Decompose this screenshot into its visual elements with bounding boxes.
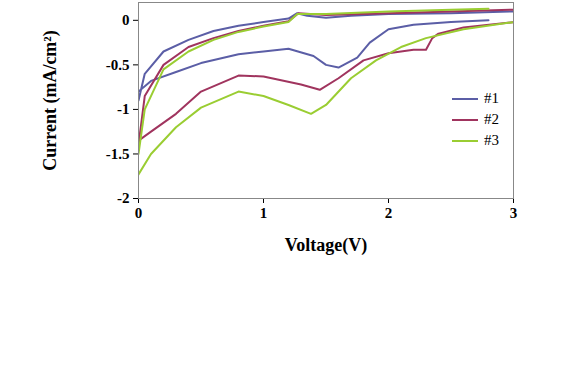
html-text:#2: #2 bbox=[484, 111, 499, 127]
svg-text:-0.5: -0.5 bbox=[106, 57, 130, 73]
svg-text:1: 1 bbox=[260, 205, 268, 221]
svg-text:Current (mA/cm²): Current (mA/cm²) bbox=[40, 30, 61, 171]
svg-text:0: 0 bbox=[122, 12, 130, 28]
svg-text:0: 0 bbox=[135, 205, 143, 221]
svg-text:2: 2 bbox=[385, 205, 393, 221]
svg-text:Voltage(V): Voltage(V) bbox=[285, 235, 367, 256]
svg-text:-2: -2 bbox=[117, 190, 130, 206]
html-text:#3: #3 bbox=[484, 132, 499, 148]
svg-text:-1: -1 bbox=[117, 101, 130, 117]
svg-text:3: 3 bbox=[510, 205, 518, 221]
svg-text:-1.5: -1.5 bbox=[106, 146, 130, 162]
html-text:#1: #1 bbox=[484, 90, 499, 106]
